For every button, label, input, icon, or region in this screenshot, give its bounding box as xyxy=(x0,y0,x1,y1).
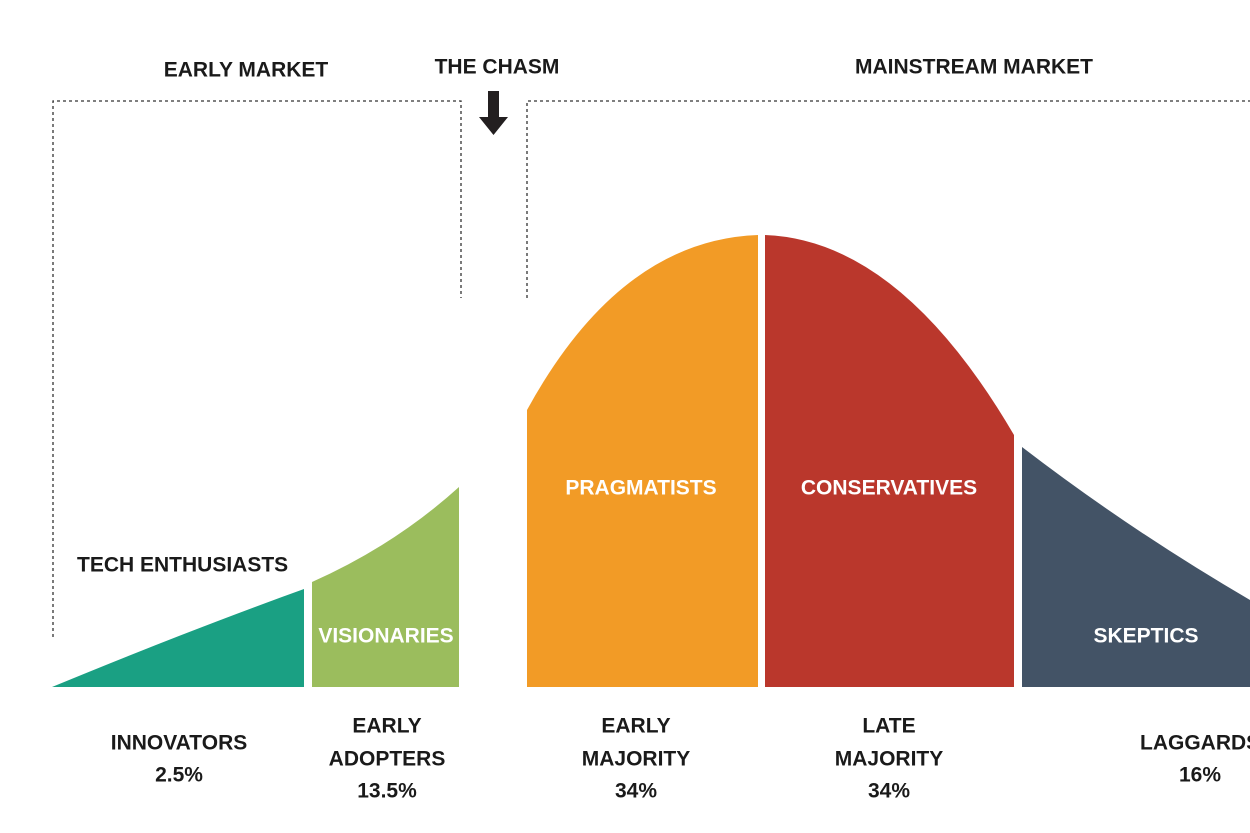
segment-name: VISIONARIES xyxy=(318,625,453,648)
market-label: THE CHASM xyxy=(435,56,560,79)
group-label: EARLY xyxy=(352,715,421,738)
market-label: EARLY MARKET xyxy=(164,59,329,82)
group-share: 34% xyxy=(615,780,657,803)
late-majority-area xyxy=(765,235,1014,687)
segment-name: TECH ENTHUSIASTS xyxy=(77,554,288,577)
group-label: LAGGARDS xyxy=(1140,732,1250,755)
segment-name: SKEPTICS xyxy=(1093,625,1198,648)
group-label: LATE xyxy=(862,715,915,738)
group-label: ADOPTERS xyxy=(329,748,446,771)
mainstream-market-bracket xyxy=(526,100,1250,298)
early-adopters-area xyxy=(312,487,459,687)
group-share: 16% xyxy=(1179,764,1221,787)
chasm-arrow xyxy=(479,91,508,135)
group-label: MAJORITY xyxy=(582,748,691,771)
segment-name: PRAGMATISTS xyxy=(565,477,716,500)
innovators-area xyxy=(52,589,304,687)
segment-name: CONSERVATIVES xyxy=(801,477,977,500)
group-share: 34% xyxy=(868,780,910,803)
group-label: MAJORITY xyxy=(835,748,944,771)
early-majority-area xyxy=(527,235,758,687)
group-share: 13.5% xyxy=(357,780,417,803)
group-share: 2.5% xyxy=(155,764,203,787)
market-label: MAINSTREAM MARKET xyxy=(855,56,1093,79)
laggards-area xyxy=(1022,447,1250,687)
group-label: INNOVATORS xyxy=(111,732,248,755)
group-label: EARLY xyxy=(601,715,670,738)
early-market-bracket xyxy=(52,100,462,637)
